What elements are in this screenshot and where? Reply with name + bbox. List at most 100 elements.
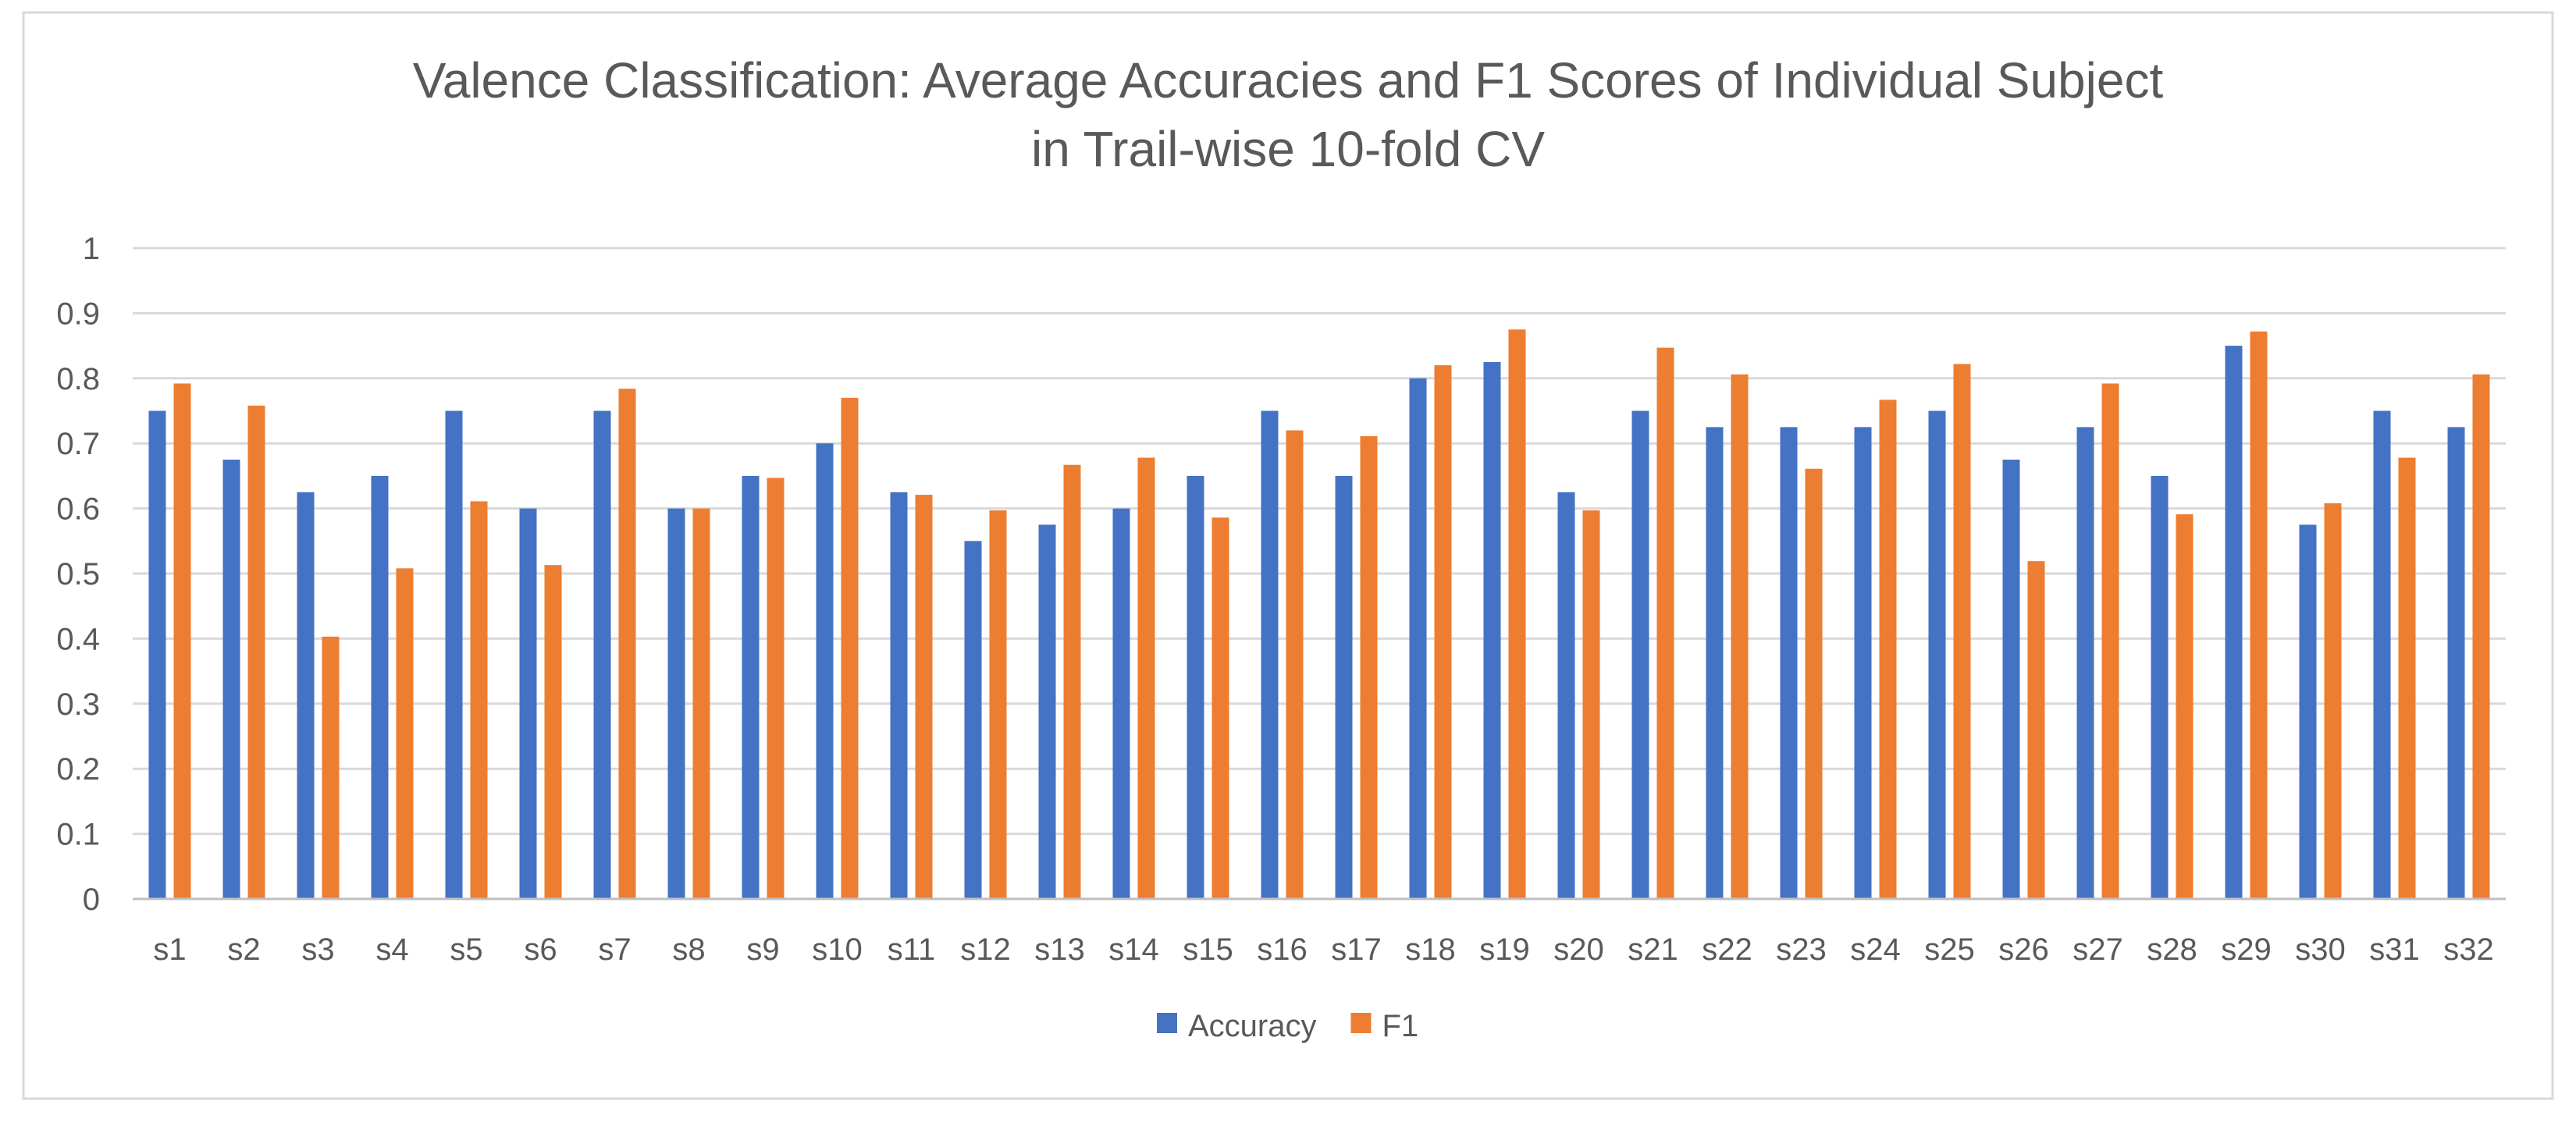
x-tick-label: s18 xyxy=(1405,932,1456,967)
bar-accuracy-s14 xyxy=(1112,508,1130,899)
y-tick-label: 0 xyxy=(83,883,100,917)
bar-accuracy-s2 xyxy=(222,460,240,899)
bar-accuracy-s12 xyxy=(964,541,982,899)
bar-accuracy-s30 xyxy=(2299,524,2317,899)
bar-accuracy-s9 xyxy=(742,475,760,899)
bar-accuracy-s16 xyxy=(1261,410,1279,899)
bars xyxy=(148,329,2490,900)
x-tick-label: s24 xyxy=(1850,932,1901,967)
bar-f1-s17 xyxy=(1360,436,1378,899)
x-tick-label: s6 xyxy=(524,932,557,967)
bar-f1-s8 xyxy=(692,508,710,899)
bar-accuracy-s23 xyxy=(1780,427,1798,899)
y-axis-ticks: 0 0.1 0.2 0.3 0.4 0.5 0.6 0.7 0.8 0.9 1 xyxy=(56,232,100,917)
x-tick-label: s9 xyxy=(746,932,779,967)
x-tick-label: s13 xyxy=(1034,932,1085,967)
x-tick-label: s14 xyxy=(1108,932,1159,967)
bar-accuracy-s29 xyxy=(2225,346,2243,900)
x-tick-label: s23 xyxy=(1776,932,1827,967)
legend-label-accuracy: Accuracy xyxy=(1188,1009,1317,1043)
y-tick-label: 0.8 xyxy=(56,362,100,396)
legend-label-f1: F1 xyxy=(1382,1009,1419,1043)
x-tick-label: s16 xyxy=(1257,932,1308,967)
x-tick-label: s11 xyxy=(888,932,936,967)
bar-f1-s7 xyxy=(618,389,636,899)
x-tick-label: s5 xyxy=(450,932,482,967)
y-tick-label: 0.1 xyxy=(56,818,100,852)
bar-accuracy-s27 xyxy=(2076,427,2094,899)
bar-accuracy-s22 xyxy=(1706,427,1724,899)
bar-f1-s3 xyxy=(322,636,340,899)
bar-accuracy-s3 xyxy=(297,492,315,899)
bar-accuracy-s10 xyxy=(816,443,834,899)
y-tick-label: 0.4 xyxy=(56,622,100,656)
bar-accuracy-s11 xyxy=(890,492,908,899)
x-tick-label: s2 xyxy=(227,932,260,967)
legend-swatch-f1 xyxy=(1350,1013,1372,1033)
x-tick-label: s22 xyxy=(1702,932,1752,967)
bar-f1-s24 xyxy=(1879,400,1897,899)
bar-f1-s28 xyxy=(2176,514,2194,899)
y-tick-label: 0.9 xyxy=(56,297,100,331)
bar-accuracy-s5 xyxy=(445,410,463,899)
bar-accuracy-s32 xyxy=(2447,427,2465,899)
bar-accuracy-s20 xyxy=(1557,492,1575,899)
bar-accuracy-s7 xyxy=(593,410,611,899)
bar-f1-s14 xyxy=(1137,457,1155,899)
y-tick-label: 0.7 xyxy=(56,427,100,461)
bar-accuracy-s21 xyxy=(1631,410,1649,899)
x-tick-label: s7 xyxy=(598,932,631,967)
bar-f1-s27 xyxy=(2101,383,2119,899)
bar-accuracy-s28 xyxy=(2151,475,2169,899)
x-tick-label: s29 xyxy=(2221,932,2272,967)
y-tick-label: 1 xyxy=(83,232,100,266)
bar-f1-s20 xyxy=(1582,510,1600,899)
bar-f1-s15 xyxy=(1212,517,1229,899)
legend-swatch-accuracy xyxy=(1157,1013,1177,1033)
x-tick-label: s32 xyxy=(2443,932,2494,967)
chart-title: Valence Classification: Average Accuraci… xyxy=(413,52,2164,108)
x-tick-label: s25 xyxy=(1924,932,1975,967)
x-tick-label: s12 xyxy=(960,932,1011,967)
bar-f1-s11 xyxy=(915,495,933,899)
x-tick-label: s19 xyxy=(1479,932,1530,967)
x-tick-label: s1 xyxy=(153,932,186,967)
bar-f1-s9 xyxy=(767,478,785,899)
bar-f1-s32 xyxy=(2472,374,2490,899)
bar-accuracy-s13 xyxy=(1038,524,1056,899)
bar-f1-s31 xyxy=(2398,457,2416,899)
x-tick-label: s26 xyxy=(1998,932,2049,967)
bar-f1-s10 xyxy=(841,397,859,899)
bar-f1-s26 xyxy=(2027,561,2045,899)
y-tick-label: 0.6 xyxy=(56,492,100,527)
y-tick-label: 0.5 xyxy=(56,557,100,591)
x-tick-label: s21 xyxy=(1628,932,1678,967)
bar-f1-s23 xyxy=(1805,468,1823,899)
y-tick-label: 0.3 xyxy=(56,687,100,722)
bar-f1-s6 xyxy=(544,565,562,899)
y-tick-label: 0.2 xyxy=(56,752,100,787)
bar-f1-s1 xyxy=(173,383,191,899)
x-tick-label: s15 xyxy=(1183,932,1233,967)
bar-f1-s25 xyxy=(1953,364,1971,899)
bar-f1-s18 xyxy=(1434,365,1452,899)
bar-f1-s30 xyxy=(2324,503,2342,899)
bar-f1-s29 xyxy=(2250,331,2268,899)
x-tick-label: s4 xyxy=(375,932,408,967)
x-tick-label: s27 xyxy=(2073,932,2123,967)
bar-f1-s4 xyxy=(396,568,414,899)
x-tick-label: s20 xyxy=(1553,932,1604,967)
bar-accuracy-s6 xyxy=(519,508,537,899)
x-axis-ticks: s1 s2 s3 s4 s5 s6 s7 s8 s9 s10 s11 s12 s13 s14 s15 s16 s… xyxy=(153,932,2493,967)
x-tick-label: s17 xyxy=(1331,932,1382,967)
bar-f1-s12 xyxy=(989,510,1007,899)
bar-accuracy-s15 xyxy=(1187,475,1204,899)
bar-f1-s13 xyxy=(1063,464,1081,899)
bar-accuracy-s24 xyxy=(1854,427,1872,899)
bar-accuracy-s4 xyxy=(371,475,389,899)
chart-subtitle: in Trail-wise 10-fold CV xyxy=(1031,121,1545,177)
x-tick-label: s30 xyxy=(2295,932,2346,967)
bar-accuracy-s31 xyxy=(2373,410,2391,899)
bar-accuracy-s18 xyxy=(1409,378,1427,899)
